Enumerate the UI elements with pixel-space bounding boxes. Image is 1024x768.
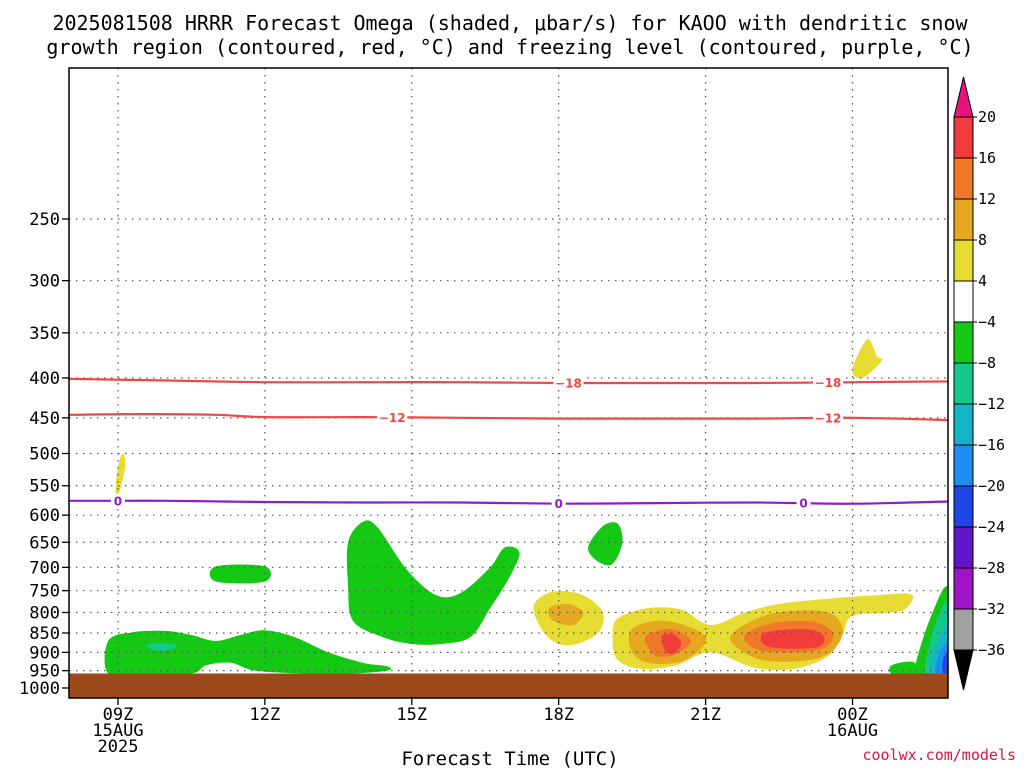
y-tick-label-650: 650 <box>29 533 60 553</box>
freezing-level-contour-label-0: 0 <box>114 494 122 508</box>
x-tick-label-21-0: 21Z <box>690 705 721 725</box>
snow-growth-contour-1-label-bg-0 <box>377 410 408 425</box>
freezing-level-contour-label-2: 0 <box>799 497 807 511</box>
freezing-level-contour-label-bg-2 <box>796 496 811 511</box>
y-tick-label-700: 700 <box>29 558 60 578</box>
omega-region-12 <box>661 633 682 654</box>
y-tick-label-850: 850 <box>29 624 60 644</box>
omega-region-14 <box>852 339 883 379</box>
chart-title-line2: growth region (contoured, red, °C) and f… <box>46 35 973 59</box>
colorbar-tick-label-0: 20 <box>978 108 996 126</box>
colorbar-tick-label-13: −36 <box>978 641 1005 659</box>
omega-region-4 <box>588 522 623 566</box>
site-credit: coolwx.com/models <box>862 746 1016 764</box>
colorbar-box-1 <box>953 157 974 200</box>
colorbar-tick-label-4: 4 <box>978 272 987 290</box>
plot-interior: −18 −18 −12 −12 0 0 0 <box>69 68 948 698</box>
omega-region-2 <box>209 564 271 584</box>
chart-title-line1: 2025081508 HRRR Forecast Omega (shaded, … <box>52 11 968 35</box>
colorbar-box-6 <box>953 362 974 405</box>
x-axis-title: Forecast Time (UTC) <box>401 748 618 768</box>
colorbar-tick-label-3: 8 <box>978 231 987 249</box>
y-tick-label-800: 800 <box>29 604 60 624</box>
colorbar-box-7 <box>953 403 974 446</box>
omega-region-1 <box>146 642 177 651</box>
colorbar-box-3 <box>953 239 974 282</box>
colorbar-tick-label-1: 16 <box>978 149 996 167</box>
snow-growth-contour-1-line <box>69 412 948 422</box>
colorbar-tick-label-5: −4 <box>978 313 996 331</box>
x-tick-label-9-1: 15AUG <box>92 721 143 741</box>
colorbar-top-arrow <box>953 76 974 118</box>
colorbar-box-4 <box>953 280 974 323</box>
colorbar-tick-label-10: −24 <box>978 518 1005 536</box>
snow-growth-contour-0-label-0: −18 <box>555 377 582 391</box>
colorbar-box-11 <box>953 567 974 610</box>
omega-region-0 <box>104 630 391 676</box>
snow-growth-contour-0-label-bg-1 <box>813 375 844 390</box>
snow-growth-contour-0-label-bg-0 <box>553 376 584 391</box>
snow-growth-contour-0-label-1: −18 <box>815 376 842 390</box>
colorbar-box-10 <box>953 526 974 569</box>
colorbar-box-0 <box>953 116 974 159</box>
colorbar-tick-label-8: −16 <box>978 436 1005 454</box>
x-tick-label-24-0: 00Z <box>837 705 868 725</box>
freezing-level-contour-label-1: 0 <box>555 497 563 511</box>
snow-growth-contour-1-label-bg-1 <box>813 411 844 426</box>
colorbar-tick-label-11: −28 <box>978 559 1005 577</box>
colorbar-box-12 <box>953 608 974 651</box>
y-tick-label-450: 450 <box>29 409 60 429</box>
colorbar-tick-label-6: −8 <box>978 354 996 372</box>
y-tick-label-550: 550 <box>29 477 60 497</box>
colorbar-box-5 <box>953 321 974 364</box>
snow-growth-contour-0-line <box>69 377 948 385</box>
y-tick-label-600: 600 <box>29 506 60 526</box>
omega-region-3 <box>346 520 520 645</box>
y-tick-label-1000: 1000 <box>19 679 60 699</box>
surface-terrain <box>69 673 948 698</box>
snow-growth-contour-1-label-1: −12 <box>815 412 842 426</box>
y-tick-label-250: 250 <box>29 210 60 230</box>
omega-colorbar: 20 16 12 8 4 −4 −8 −12 −16 −20 −24 −28 −32 −36 <box>953 76 1005 691</box>
colorbar-tick-label-2: 12 <box>978 190 996 208</box>
freezing-level-contour-label-bg-0 <box>110 493 125 508</box>
freezing-level-contour-line <box>69 499 948 505</box>
colorbar-bottom-arrow <box>953 649 974 691</box>
y-tick-label-300: 300 <box>29 272 60 292</box>
x-tick-label-24-1: 16AUG <box>827 721 878 741</box>
x-tick-label-9-2: 2025 <box>97 737 138 757</box>
colorbar-tick-label-12: −32 <box>978 600 1005 618</box>
colorbar-tick-label-9: −20 <box>978 477 1005 495</box>
omega-region-15 <box>115 453 126 499</box>
y-tick-label-750: 750 <box>29 582 60 602</box>
colorbar-box-2 <box>953 198 974 241</box>
colorbar-tick-label-7: −12 <box>978 395 1005 413</box>
omega-region-21 <box>888 661 922 675</box>
x-tick-label-9-0: 09Z <box>103 705 134 725</box>
colorbar-box-8 <box>953 444 974 487</box>
y-tick-label-350: 350 <box>29 324 60 344</box>
plot-area: −18 −18 −12 −12 0 0 0 250 300 350 400 450 500 550 600 6… <box>19 67 949 757</box>
omega-region-13 <box>760 628 825 649</box>
x-tick-label-18-0: 18Z <box>543 705 574 725</box>
snow-growth-contour-1-label-0: −12 <box>379 411 406 425</box>
y-tick-label-950: 950 <box>29 662 60 682</box>
y-tick-label-500: 500 <box>29 444 60 464</box>
y-tick-label-900: 900 <box>29 643 60 663</box>
colorbar-box-9 <box>953 485 974 528</box>
plot-frame <box>68 67 949 699</box>
omega-region-6 <box>548 603 584 626</box>
x-tick-label-12-0: 12Z <box>250 705 281 725</box>
freezing-level-contour-label-bg-1 <box>551 496 566 511</box>
omega-region-20 <box>942 651 948 677</box>
y-tick-label-400: 400 <box>29 369 60 389</box>
x-tick-label-15-0: 15Z <box>396 705 427 725</box>
